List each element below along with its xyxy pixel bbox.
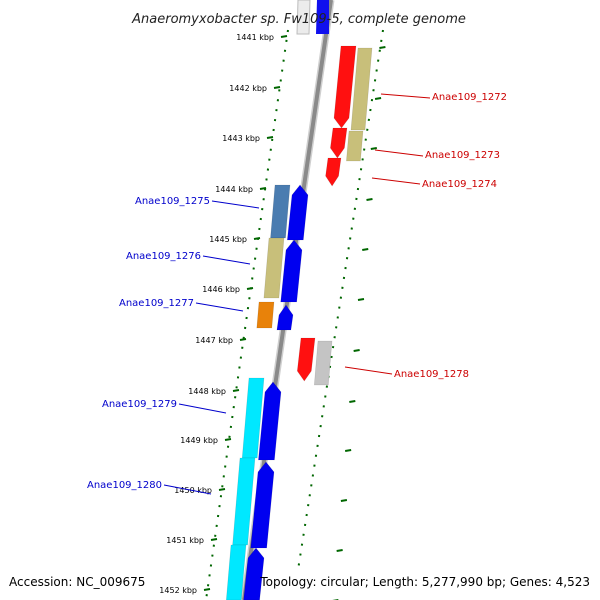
kbp-label: 1441 kbp	[236, 33, 274, 42]
kbp-label: 1444 kbp	[215, 185, 253, 194]
kbp-label: 1446 kbp	[202, 285, 240, 294]
kbp-label: 1443 kbp	[222, 134, 260, 143]
ruler-tick	[259, 187, 267, 190]
kbp-label: 1452 kbp	[159, 586, 197, 595]
kbp-label: 1451 kbp	[166, 536, 204, 545]
ruler-tick	[253, 237, 261, 240]
reverse-gene-block	[346, 130, 364, 162]
forward-gene-block	[270, 184, 291, 239]
gene-label-anae109_1276[interactable]: Anae109_1276	[126, 251, 201, 262]
ruler-tick-right	[366, 198, 373, 201]
accession-text: Accession: NC_009675	[9, 575, 145, 589]
gene-label-anae109_1278[interactable]: Anae109_1278	[394, 369, 469, 380]
reverse-gene-block	[296, 337, 316, 382]
gene-label-anae109_1277[interactable]: Anae109_1277	[119, 298, 194, 309]
forward-gene-block	[263, 237, 285, 299]
ruler-tick-right	[379, 46, 386, 49]
ruler-tick-right	[353, 349, 360, 352]
ruler-tick-right	[357, 298, 365, 301]
ruler-tick	[232, 389, 240, 392]
kbp-label: 1445 kbp	[209, 235, 247, 244]
forward-gene-block	[256, 301, 275, 329]
ruler-tick-right	[370, 147, 377, 150]
gene-block-top-gray	[296, 0, 311, 35]
forward-gene-block	[232, 457, 256, 546]
topology-text: Topology: circular; Length: 5,277,990 bp…	[259, 575, 590, 589]
gene-label-connector	[178, 403, 227, 414]
ruler-tick-right	[362, 248, 369, 251]
ruler-tick-right	[374, 97, 382, 100]
gene-label-connector	[344, 366, 393, 375]
gene-label-anae109_1274[interactable]: Anae109_1274	[422, 179, 497, 190]
kbp-label: 1449 kbp	[180, 436, 218, 445]
ruler-tick	[273, 86, 281, 89]
ruler-tick	[210, 538, 218, 541]
forward-gene-block	[276, 304, 294, 331]
gene-block-top-blue	[316, 0, 329, 34]
kbp-label: 1448 kbp	[188, 387, 226, 396]
ruler-tick	[246, 287, 254, 290]
kbp-label: 1447 kbp	[195, 336, 233, 345]
reverse-gene-block	[330, 127, 348, 159]
gene-label-anae109_1279[interactable]: Anae109_1279	[102, 399, 177, 410]
feature-layer: 1441 kbp 1442 kbp 1443 kbp 1444 kbp 1445 kbp…	[87, 0, 507, 600]
gene-label-connector	[202, 255, 251, 265]
reverse-gene-block	[313, 340, 333, 386]
ruler-tick-right	[336, 549, 343, 552]
ruler-tick	[203, 588, 211, 591]
forward-gene-block	[241, 377, 265, 459]
gene-label-connector	[371, 177, 421, 185]
gene-label-anae109_1280[interactable]: Anae109_1280	[87, 480, 162, 491]
ruler-tick	[239, 338, 247, 341]
reverse-gene-block	[350, 47, 373, 131]
forward-gene-block	[258, 381, 282, 461]
gene-label-connector	[211, 200, 260, 209]
ruler-tick-right	[349, 400, 356, 403]
forward-gene-block	[286, 184, 309, 241]
ruler-tick	[280, 35, 288, 38]
gene-label-connector	[163, 484, 212, 495]
forward-gene-block	[243, 547, 265, 600]
ruler-tick	[224, 438, 232, 441]
reverse-gene-block	[333, 45, 357, 129]
ruler-tick-right	[340, 499, 348, 502]
kbp-label: 1442 kbp	[229, 84, 267, 93]
forward-gene-block	[225, 544, 247, 600]
forward-gene-block	[250, 461, 275, 549]
gene-label-connector	[195, 302, 244, 312]
gene-label-anae109_1275[interactable]: Anae109_1275	[135, 196, 210, 207]
gene-label-anae109_1272[interactable]: Anae109_1272	[432, 92, 507, 103]
right-scale-line	[297, 29, 384, 571]
ruler-tick-right	[344, 449, 352, 452]
gene-label-anae109_1273[interactable]: Anae109_1273	[425, 150, 500, 161]
ruler-tick	[218, 488, 226, 491]
gene-label-connector	[374, 149, 424, 157]
forward-gene-block	[280, 239, 303, 303]
gene-label-connector	[380, 93, 431, 99]
reverse-gene-block	[325, 157, 342, 187]
ruler-tick	[266, 136, 274, 139]
map-title: Anaeromyxobacter sp. Fw109-5, complete g…	[131, 12, 466, 27]
